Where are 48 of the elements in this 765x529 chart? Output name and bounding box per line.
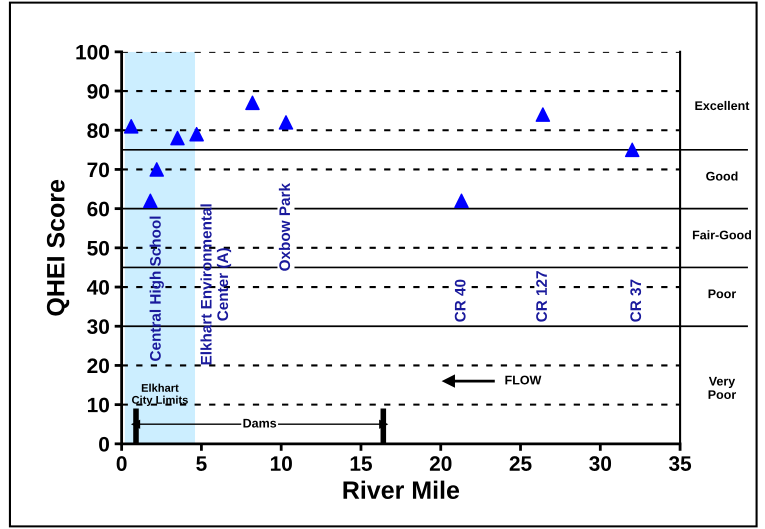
x-tick-label: 30: [589, 456, 612, 471]
text: Excellent: [695, 100, 750, 110]
annotation: Central High School: [150, 216, 164, 361]
y-axis-title: QHEI Score: [46, 180, 70, 316]
y-tick-label: 80: [87, 123, 109, 138]
point: [454, 194, 469, 208]
point: [149, 162, 164, 177]
annotation: CR 40: [454, 280, 466, 322]
x-tick-label: 15: [350, 456, 372, 471]
point: [536, 107, 550, 122]
annotation: Oxbow Park: [278, 183, 290, 271]
series-label: FLOW: [505, 376, 542, 384]
annotation: CR 37: [630, 280, 642, 322]
point: [379, 420, 388, 428]
x-tick-label: 35: [668, 456, 692, 471]
text: Good: [706, 171, 738, 181]
text: Poor: [708, 290, 736, 298]
x-tick-label: 20: [430, 456, 452, 471]
annotation: Elkhart Environmental Center (A): [200, 204, 232, 364]
point: [132, 420, 140, 428]
point: [624, 142, 640, 158]
y-tick-label: 30: [87, 319, 109, 334]
x-tick-label: 10: [270, 456, 292, 471]
point: [442, 374, 455, 388]
text: Fair-Good: [692, 230, 752, 240]
series-label: Dams: [243, 418, 276, 428]
point: [170, 130, 185, 146]
band-label: Elkhart City Limits: [132, 384, 188, 406]
text: Very Poor: [708, 376, 736, 400]
x-tick-label: 25: [510, 456, 532, 471]
annotation: CR 127: [536, 271, 547, 322]
point: [278, 115, 294, 130]
x-tick-label: 5: [196, 456, 207, 471]
y-tick-label: 100: [76, 44, 109, 60]
y-tick-label: 40: [86, 280, 109, 295]
y-tick-label: 20: [87, 358, 109, 374]
point: [143, 194, 158, 208]
y-tick-label: 70: [88, 162, 109, 178]
y-tick-label: 90: [87, 84, 109, 99]
point: [124, 119, 138, 134]
y-tick-label: 60: [87, 202, 109, 216]
x-axis-title: River Mile: [343, 480, 460, 499]
x-tick-label: 0: [116, 456, 127, 471]
y-tick-label: 0: [99, 436, 109, 452]
point: [245, 96, 260, 110]
y-tick-label: 10: [88, 398, 109, 412]
y-tick-label: 50: [87, 240, 109, 256]
point: [189, 126, 204, 142]
